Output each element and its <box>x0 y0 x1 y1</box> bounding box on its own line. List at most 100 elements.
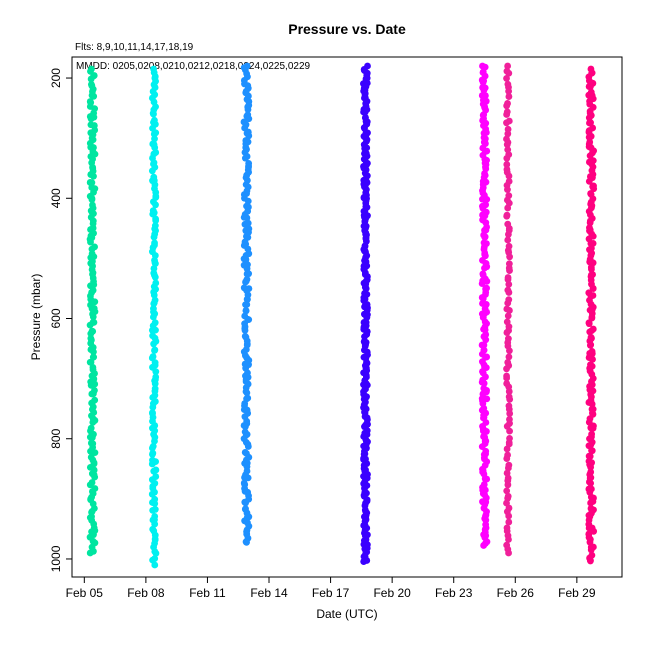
data-point <box>244 106 252 113</box>
data-point <box>503 141 511 149</box>
data-point <box>86 358 94 366</box>
data-point <box>242 256 250 263</box>
data-point <box>91 473 99 481</box>
data-point <box>86 481 94 489</box>
data-point <box>361 108 369 116</box>
data-point <box>588 447 596 455</box>
data-point <box>587 546 595 554</box>
data-point <box>585 178 593 185</box>
data-point <box>483 195 491 203</box>
data-point <box>89 390 97 398</box>
data-point <box>586 152 594 160</box>
data-point <box>151 561 159 569</box>
data-point <box>89 313 97 321</box>
data-point <box>503 154 511 162</box>
data-point <box>505 388 513 395</box>
data-point <box>152 549 160 557</box>
x-tick-label: Feb 29 <box>558 586 596 600</box>
data-point <box>504 204 512 212</box>
data-point <box>152 368 160 376</box>
x-axis-label: Date (UTC) <box>316 607 377 621</box>
data-point <box>245 115 253 123</box>
data-point <box>503 75 510 82</box>
y-tick-label: 600 <box>49 308 63 328</box>
data-point <box>150 467 158 475</box>
data-point <box>505 231 512 238</box>
data-point <box>505 280 513 288</box>
data-point <box>241 220 249 228</box>
x-tick-label: Feb 26 <box>497 586 535 600</box>
data-point <box>90 348 97 356</box>
data-point <box>505 93 513 100</box>
data-point <box>148 460 156 468</box>
data-point <box>503 455 511 462</box>
data-point <box>150 300 158 308</box>
data-point <box>480 542 488 549</box>
data-point <box>86 321 94 329</box>
data-point <box>506 410 514 417</box>
x-tick-label: Feb 11 <box>189 586 226 600</box>
data-point <box>504 62 512 70</box>
data-point <box>505 289 513 296</box>
data-point <box>241 326 249 334</box>
data-point <box>503 161 511 168</box>
data-point <box>89 419 97 426</box>
y-tick-label: 800 <box>49 428 63 448</box>
data-point <box>587 119 594 127</box>
data-point <box>151 437 158 445</box>
series-5 <box>503 62 514 557</box>
y-axis: 200 400 600 800 1000 <box>49 68 72 572</box>
data-point <box>243 295 251 303</box>
data-point <box>149 450 156 458</box>
series-2 <box>240 62 253 546</box>
data-point <box>151 500 159 507</box>
data-point <box>589 424 597 432</box>
data-point <box>505 512 513 520</box>
data-point <box>148 326 156 334</box>
data-point <box>506 267 513 275</box>
data-point <box>242 307 250 315</box>
data-point <box>245 270 253 278</box>
series-4 <box>478 62 491 549</box>
data-point <box>152 201 159 209</box>
data-point <box>244 443 252 450</box>
x-tick-label: Feb 05 <box>66 586 104 600</box>
data-point <box>88 179 96 187</box>
series-1 <box>148 65 160 569</box>
data-point <box>504 481 512 489</box>
x-tick-label: Feb 23 <box>435 586 473 600</box>
data-point <box>360 558 368 565</box>
data-point <box>506 347 513 355</box>
data-point <box>503 445 511 453</box>
y-tick-label: 200 <box>49 68 63 88</box>
x-tick-label: Feb 20 <box>373 586 411 600</box>
points-layer <box>86 62 598 569</box>
data-point <box>503 329 511 336</box>
data-point <box>505 518 513 526</box>
data-point <box>586 328 594 336</box>
data-point <box>503 102 511 110</box>
data-point <box>150 233 158 241</box>
data-point <box>503 212 511 220</box>
plot-frame <box>71 56 623 578</box>
data-point <box>148 444 156 452</box>
data-point <box>150 291 158 299</box>
mmdd-label: MMDD: 0205,0208,0210,0212,0218,0224,0225… <box>76 61 311 72</box>
data-point <box>151 135 158 143</box>
data-point <box>150 110 157 118</box>
data-point <box>585 320 593 328</box>
data-point <box>87 381 95 389</box>
data-point <box>149 506 157 514</box>
data-point <box>87 75 95 83</box>
data-point <box>480 341 488 349</box>
data-point <box>589 356 596 363</box>
flights-label: Flts: 8,9,10,11,14,17,18,19 <box>75 42 194 53</box>
data-point <box>480 325 487 333</box>
data-point <box>505 172 513 180</box>
data-point <box>587 557 594 565</box>
y-tick-label: 1000 <box>49 545 63 572</box>
series-6 <box>585 65 598 565</box>
data-point <box>242 301 249 309</box>
data-point <box>505 69 513 77</box>
data-point <box>505 87 513 95</box>
